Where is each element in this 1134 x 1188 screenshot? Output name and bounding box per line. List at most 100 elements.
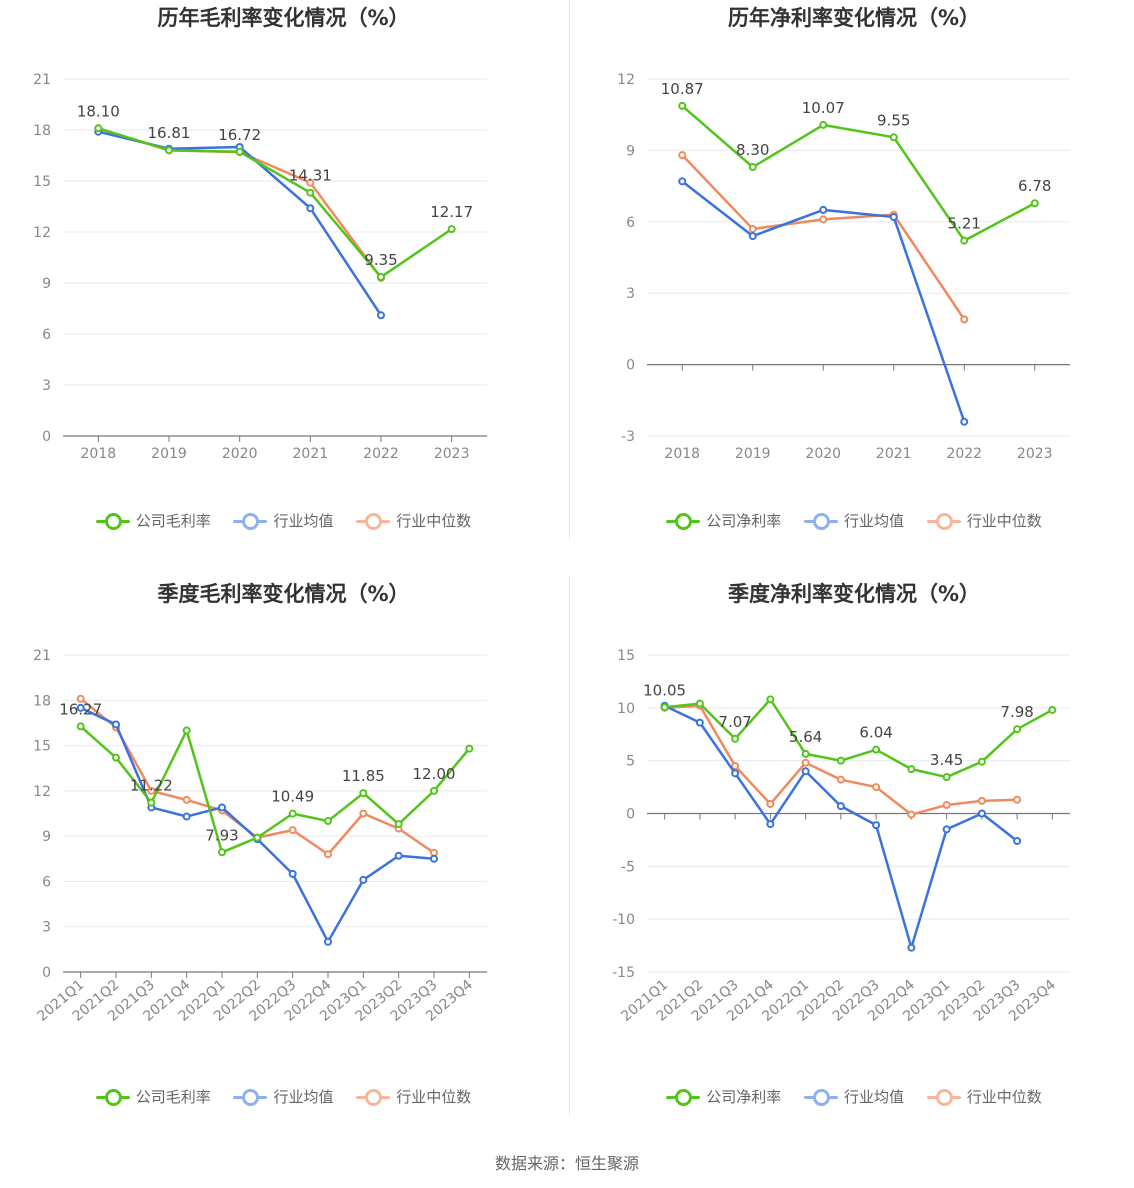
legend: 公司毛利率 行业均值 行业中位数 [0,510,567,533]
x-tick-label: 2022 [363,446,399,462]
y-tick-label: 9 [42,276,51,292]
data-point [731,761,740,770]
y-tick-label: 5 [626,754,635,770]
legend-company-icon [666,512,701,530]
legend-label: 行业中位数 [966,512,1042,530]
legend-median[interactable]: 行业中位数 [356,1086,471,1107]
legend-avg[interactable]: 行业均值 [233,510,334,531]
data-point [836,802,845,811]
legend-avg[interactable]: 行业均值 [803,510,904,531]
chart-title: 季度毛利率变化情况（%） [157,582,410,606]
data-label: 16.81 [148,124,191,142]
y-tick-label: 9 [42,829,51,845]
data-point [306,178,315,187]
legend-company-icon [95,512,130,530]
legend-median[interactable]: 行业中位数 [356,510,471,531]
y-tick-label: -5 [621,859,635,875]
data-point [819,120,828,129]
series-line [97,127,453,279]
data-point [182,812,191,821]
legend-label: 行业均值 [273,1088,334,1106]
data-point [394,851,403,860]
data-point [306,204,315,213]
y-tick-label: 0 [42,429,51,445]
data-point [447,225,456,234]
data-point [359,809,368,818]
legend-company[interactable]: 公司毛利率 [95,510,211,531]
data-point [324,937,332,946]
data-point [872,783,881,792]
y-tick-label: 15 [33,174,51,190]
legend-median[interactable]: 行业中位数 [926,1086,1042,1107]
y-tick-label: 18 [33,693,51,709]
data-label: 5.21 [948,215,981,233]
data-point [801,767,810,776]
legend: 公司净利率 行业均值 行业中位数 [574,510,1134,533]
data-point [836,756,845,765]
data-label: 8.30 [736,141,769,159]
data-point [907,765,916,774]
data-point [94,124,103,133]
data-point [748,232,757,241]
x-tick-label: 2021 [876,446,912,462]
data-point [1048,705,1057,714]
series-line [664,698,1053,779]
data-point [731,769,740,778]
legend-label: 行业均值 [843,1088,904,1106]
legend-median-icon [356,512,391,530]
legend-avg[interactable]: 行业均值 [233,1086,334,1107]
data-point [218,803,226,812]
data-point [112,753,120,762]
data-point [942,825,951,834]
y-tick-label: 6 [42,327,51,343]
divider [569,0,570,540]
y-tick-label: 21 [33,72,51,88]
legend-company[interactable]: 公司净利率 [666,1086,781,1107]
legend-avg-icon [803,1088,838,1106]
y-tick-label: 3 [42,378,51,394]
quarter-gross-panel: 季度毛利率变化情况（%） 0 3 6 9 12 15 18 21 2021Q1 2021Q2 202… [0,576,567,1136]
legend-median[interactable]: 行业中位数 [926,510,1042,531]
legend-company[interactable]: 公司净利率 [666,510,781,531]
data-point [660,703,669,712]
annual-net-chart: -3 0 3 6 9 12 2018 2019 2020 2021 2022 2023 10.87 8.3… [617,72,1070,462]
data-point [324,817,332,826]
y-tick-label: 0 [626,807,635,823]
quarter-gross-chart: 0369121518212021Q12021Q22021Q32021Q42022… [33,648,487,1025]
quarter-net-chart: -15-10-50510152021Q12021Q22021Q32021Q420… [612,648,1070,1025]
legend-label: 行业中位数 [396,1088,472,1106]
data-label: 11.22 [130,777,173,795]
legend-label: 行业均值 [843,512,904,530]
y-tick-label: 0 [626,358,635,374]
annual-net-panel: 历年净利率变化情况（%） -3 0 3 6 9 12 2018 2019 2020 2021 202… [574,0,1134,570]
y-tick-label: 6 [42,874,51,890]
y-tick-label: 12 [617,72,635,88]
data-point [766,820,775,829]
data-point [182,726,191,735]
data-label: 6.78 [1018,177,1051,195]
data-point [288,809,297,818]
y-tick-label: -3 [621,429,635,445]
data-point [306,188,315,197]
x-tick-label: 2022 [946,446,982,462]
data-point [766,695,775,704]
data-label: 14.31 [289,167,332,185]
data-label: 16.72 [218,126,261,144]
data-label: 7.07 [718,713,751,731]
data-point [678,177,687,186]
legend-company[interactable]: 公司毛利率 [95,1086,211,1107]
x-tick-label: 2021 [293,446,329,462]
data-point [253,833,262,842]
x-tick-label: 2020 [222,446,258,462]
series-line [98,130,383,316]
data-point [147,798,156,807]
data-point [218,848,226,857]
data-label: 16.27 [59,700,102,718]
data-point [907,943,916,952]
legend-avg[interactable]: 行业均值 [803,1086,904,1107]
data-point [76,703,85,712]
data-point [748,224,757,233]
data-label: 7.98 [1000,703,1033,721]
data-point [960,315,969,324]
data-point [235,147,244,156]
